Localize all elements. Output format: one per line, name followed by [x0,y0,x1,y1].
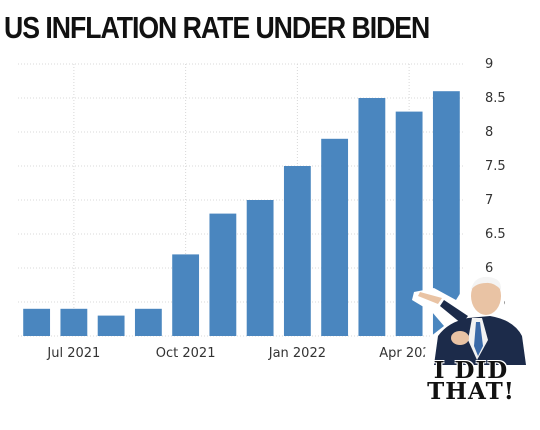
x-axis-ticks: Jul 2021 Oct 2021 Jan 2022 Apr 2022 [46,346,439,361]
bars [23,91,460,336]
bar-jan-2022 [283,166,311,336]
y-tick-label: 8.5 [485,91,506,106]
x-tick-label: Apr 2022 [379,346,439,361]
chart-title: US INFLATION RATE UNDER BIDEN [4,10,430,45]
y-tick-label: 7.5 [485,159,506,174]
y-tick-label: 6.5 [485,227,506,242]
sticker-caption-line2: THAT! [427,378,515,405]
bar-jun-2021 [23,308,51,336]
y-tick-label: 9 [485,57,493,72]
sticker-caption-line1: I DID [433,357,509,384]
bar-feb-2022 [321,138,349,336]
y-tick-label: 8 [485,125,493,140]
person-sticker-icon [412,273,530,365]
bar-dec-2021 [246,200,274,336]
bar-jul-2021 [60,308,88,336]
sticker-caption: I DID THAT! [416,357,526,405]
bar-sep-2021 [134,308,162,336]
bar-mar-2022 [358,98,386,336]
x-tick-label: Jan 2022 [268,346,326,361]
bar-aug-2021 [97,315,125,336]
x-tick-label: Jul 2021 [46,346,100,361]
bar-oct-2021 [172,254,200,336]
y-tick-label: 7 [485,193,493,208]
x-tick-label: Oct 2021 [156,346,216,361]
y-tick-label: 6 [485,261,493,276]
bar-nov-2021 [209,213,237,336]
